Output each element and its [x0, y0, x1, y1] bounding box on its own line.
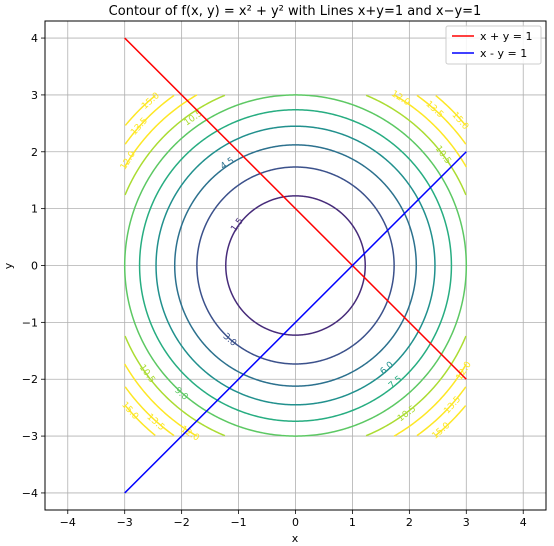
contour-label: 10.5	[433, 144, 453, 166]
contour-line	[155, 125, 436, 406]
legend: x + y = 1 x - y = 1	[445, 25, 542, 65]
contour-line	[124, 405, 156, 437]
contour-label: 12.0	[389, 89, 412, 108]
y-tick-label: −4	[22, 487, 38, 500]
contour-label: 12.0	[119, 150, 138, 173]
y-tick-label: 1	[31, 203, 38, 216]
y-tick-label: −3	[22, 430, 38, 443]
contour-line	[124, 94, 226, 196]
x-tick-label: 4	[520, 516, 527, 529]
contour-line	[393, 94, 467, 168]
contour-line	[365, 94, 467, 196]
x-tick-label: −1	[230, 516, 246, 529]
contour-line	[124, 94, 156, 126]
y-tick-label: −2	[22, 373, 38, 386]
contour-line	[173, 144, 418, 387]
x-tick-label: −3	[117, 516, 133, 529]
contour-line	[225, 195, 366, 336]
contour-line	[124, 386, 175, 437]
x-tick-label: −2	[174, 516, 190, 529]
contour-line	[196, 166, 395, 365]
contour-label: 10.5	[137, 363, 157, 385]
y-tick-label: −1	[22, 316, 38, 329]
contour-label: 9.0	[172, 386, 190, 403]
contour-label: 15.0	[449, 110, 470, 132]
contour-line	[435, 405, 467, 437]
legend-label-red: x + y = 1	[480, 30, 532, 43]
contour-line	[123, 94, 468, 437]
legend-label-blue: x - y = 1	[480, 47, 527, 60]
y-tick-label: 0	[31, 260, 38, 273]
contour-line	[416, 94, 467, 145]
contour-line	[124, 94, 198, 168]
contour-label: 3.0	[221, 332, 239, 349]
x-tick-label: 2	[406, 516, 413, 529]
contour-label: 15.0	[140, 91, 162, 112]
contour-line	[124, 335, 226, 437]
contour-line	[365, 335, 467, 437]
contour-line	[124, 94, 175, 145]
y-tick-label: 2	[31, 146, 38, 159]
x-tick-label: 0	[292, 516, 299, 529]
y-axis-label: y	[2, 262, 15, 269]
axis-ticks: −4 −3 −2 −1 0 1 2 3 4 −4 −3 −2 −1 0 1 2 3 4	[22, 32, 527, 529]
series-line	[124, 151, 467, 494]
contour-lines	[123, 94, 468, 437]
contour-line	[435, 94, 467, 126]
y-tick-label: 4	[31, 32, 38, 45]
contour-line	[393, 363, 467, 437]
series-line	[124, 37, 467, 380]
contour-line	[124, 363, 198, 437]
contour-labels: 1.54.53.06.07.59.010.510.510.510.512.012…	[119, 89, 474, 444]
x-tick-label: 1	[349, 516, 356, 529]
contour-label: 10.5	[396, 404, 418, 424]
contour-label: 10.5	[182, 109, 204, 129]
chart-title: Contour of f(x, y) = x² + y² with Lines …	[109, 4, 482, 19]
contour-line	[416, 386, 467, 437]
contour-line	[138, 109, 453, 422]
series-lines	[124, 37, 467, 494]
x-tick-label: −4	[60, 516, 76, 529]
y-tick-label: 3	[31, 89, 38, 102]
x-tick-label: 3	[463, 516, 470, 529]
x-axis-label: x	[292, 532, 299, 545]
